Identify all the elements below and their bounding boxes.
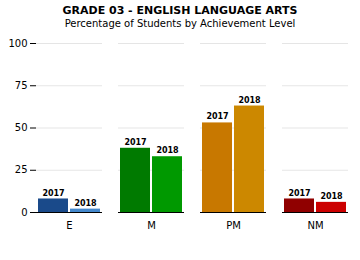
svg-text:2018: 2018 <box>74 199 97 208</box>
svg-text:2017: 2017 <box>124 138 146 147</box>
svg-text:PM: PM <box>226 220 241 231</box>
svg-text:75: 75 <box>15 80 28 91</box>
svg-text:0: 0 <box>21 207 27 218</box>
svg-text:25: 25 <box>15 164 28 175</box>
svg-text:E: E <box>66 220 72 231</box>
html-text:Percentage of Students by Achi: Percentage of Students by Achievement Le… <box>64 18 296 29</box>
svg-text:2017: 2017 <box>206 112 228 121</box>
svg-text:50: 50 <box>15 122 28 133</box>
svg-text:100: 100 <box>8 38 27 49</box>
html-text:GRADE 03 - ENGLISH LANGUAGE AR: GRADE 03 - ENGLISH LANGUAGE ARTS <box>62 4 298 17</box>
svg-text:2018: 2018 <box>156 146 179 155</box>
svg-text:M: M <box>147 220 156 231</box>
svg-text:NM: NM <box>307 220 323 231</box>
svg-text:2018: 2018 <box>320 192 343 201</box>
svg-text:2017: 2017 <box>288 189 310 198</box>
svg-text:2017: 2017 <box>42 189 64 198</box>
svg-text:2018: 2018 <box>238 96 261 105</box>
